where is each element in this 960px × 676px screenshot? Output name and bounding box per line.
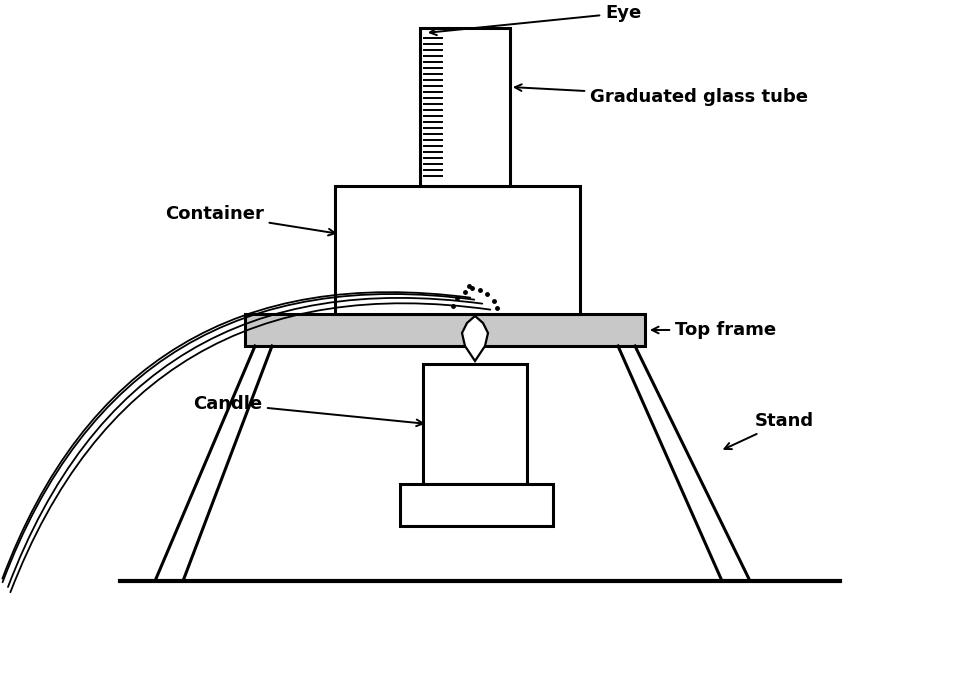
- Text: Candle: Candle: [193, 395, 423, 426]
- Bar: [400, 484, 553, 526]
- Bar: [245, 314, 645, 346]
- Bar: [335, 186, 580, 314]
- Text: Stand: Stand: [725, 412, 814, 449]
- Text: Top frame: Top frame: [652, 321, 776, 339]
- Bar: [420, 28, 510, 186]
- Text: Graduated glass tube: Graduated glass tube: [515, 84, 808, 106]
- Bar: [423, 364, 527, 484]
- Text: Eye: Eye: [430, 4, 641, 35]
- Text: Container: Container: [165, 205, 335, 235]
- Polygon shape: [462, 316, 488, 361]
